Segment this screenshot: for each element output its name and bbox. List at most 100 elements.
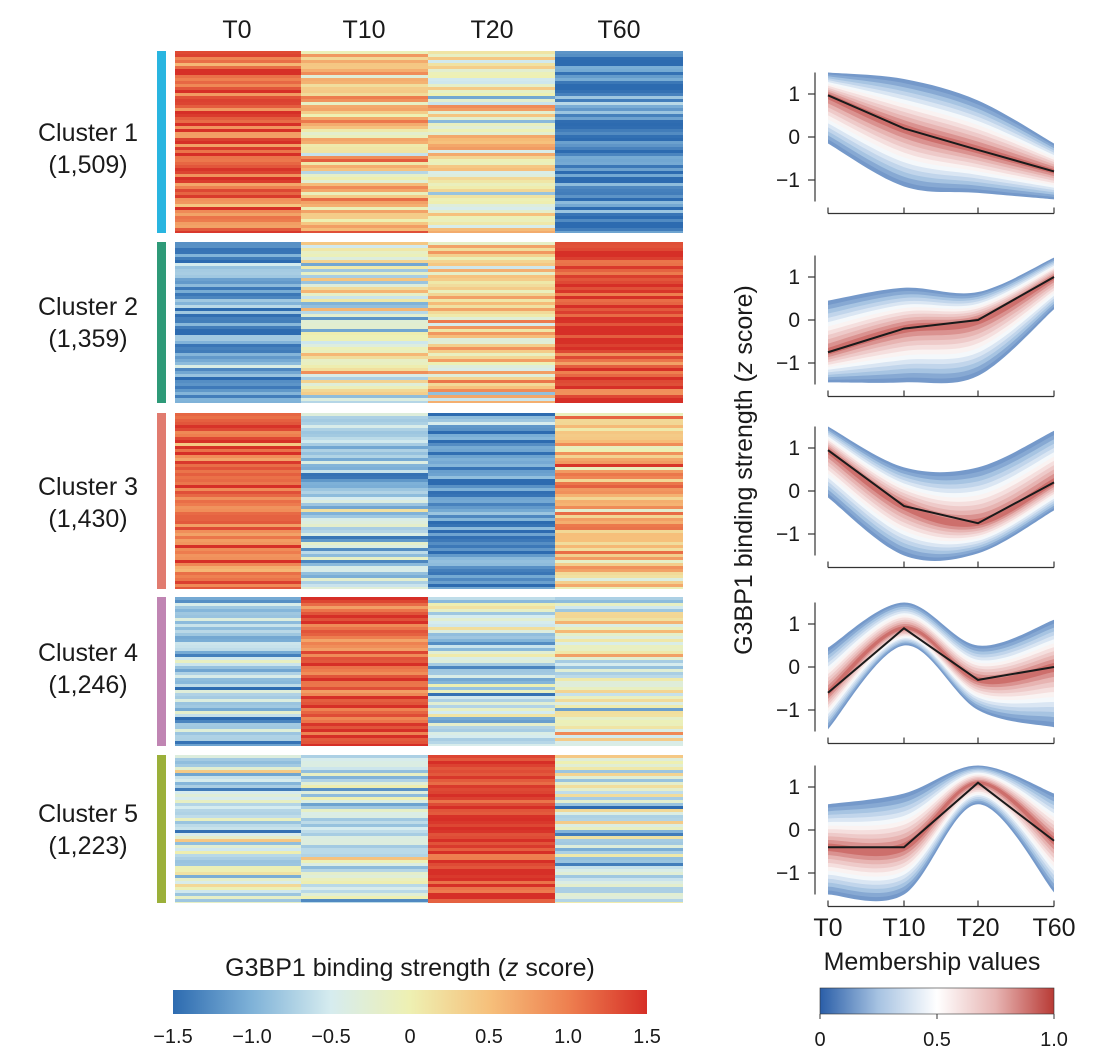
heatmap-stripe (301, 398, 428, 401)
heatmap-stripe (301, 560, 428, 563)
heatmap-stripe (555, 636, 683, 639)
heatmap-stripe (301, 284, 428, 287)
heatmap-stripe (175, 890, 301, 893)
heatmap-stripe (175, 678, 301, 681)
heatmap-stripe (175, 609, 301, 612)
heatmap-stripe (175, 428, 301, 431)
heatmap-stripe (175, 425, 301, 428)
heatmap-stripe (428, 806, 555, 809)
heatmap-stripe (175, 702, 301, 705)
heatmap-stripe (555, 69, 683, 72)
heatmap-stripe (428, 281, 555, 284)
heatmap-stripe (175, 51, 301, 54)
heatmap-stripe (428, 129, 555, 132)
heatmap-stripe (428, 785, 555, 788)
heatmap-stripe (175, 129, 301, 132)
heatmap-stripe (301, 54, 428, 57)
heatmap-stripe (301, 497, 428, 500)
heatmap-stripe (301, 717, 428, 720)
heatmap-stripe (428, 476, 555, 479)
heatmap-stripe (301, 797, 428, 800)
heatmap-stripe (555, 621, 683, 624)
heatmap-stripe (428, 383, 555, 386)
heatmap-stripe (301, 419, 428, 422)
heatmap-stripe (175, 461, 301, 464)
heatmap-stripe (555, 93, 683, 96)
heatmap-stripe (428, 773, 555, 776)
heatmap-stripe (428, 581, 555, 584)
line-x-tick-t20: T20 (956, 914, 999, 942)
heatmap-stripe (301, 521, 428, 524)
heatmap-stripe (555, 117, 683, 120)
heatmap-stripe (175, 687, 301, 690)
heatmap-stripe (175, 497, 301, 500)
heatmap-stripe (175, 416, 301, 419)
heatmap-stripe (428, 51, 555, 54)
heatmap-stripe (428, 872, 555, 875)
heatmap-stripe (175, 803, 301, 806)
membership-line-panels: 1 0 −1 1 0 −1 1 0 −1 1 0 −1 1 0 −1 (776, 72, 1055, 908)
heatmap-stripe (428, 401, 555, 403)
heatmap-stripe (555, 374, 683, 377)
heatmap-stripe (175, 902, 301, 903)
heatmap-stripe (175, 800, 301, 803)
heatmap-stripe (428, 132, 555, 135)
heatmap-stripe (555, 800, 683, 803)
heatmap-stripe (555, 207, 683, 210)
heatmap-stripe (301, 272, 428, 275)
heatmap-stripe (301, 690, 428, 693)
heatmap-stripe (428, 78, 555, 81)
heatmap-stripe (175, 266, 301, 269)
heatmap-stripe (175, 860, 301, 863)
heatmap-stripe (175, 684, 301, 687)
heatmap-stripe (175, 881, 301, 884)
heatmap-stripe (175, 213, 301, 216)
heatmap-stripe (301, 159, 428, 162)
heatmap-stripe (175, 758, 301, 761)
heatmap-stripe (428, 201, 555, 204)
heatmap-stripe (175, 729, 301, 732)
heatmap-stripe (428, 96, 555, 99)
heatmap-stripe (555, 509, 683, 512)
heatmap-cluster-3 (175, 413, 683, 589)
heatmap-stripe (428, 524, 555, 527)
heatmap-stripe (301, 533, 428, 536)
heatmap-stripe (301, 72, 428, 75)
zscore-colorbar-tick: 0.5 (475, 1026, 503, 1048)
heatmap-stripe (301, 386, 428, 389)
heatmap-cluster-5 (175, 755, 683, 903)
heatmap-stripe (428, 377, 555, 380)
zscore-colorbar-tick: −0.5 (311, 1026, 350, 1048)
heatmap-stripe (301, 723, 428, 726)
heatmap-stripe (175, 162, 301, 165)
heatmap-stripe (428, 797, 555, 800)
cluster-mean-line (827, 449, 1055, 525)
heatmap-stripe (428, 362, 555, 365)
heatmap-stripe (301, 615, 428, 618)
heatmap-stripe (555, 609, 683, 612)
heatmap-stripe (555, 687, 683, 690)
y-tick-label: 0 (788, 480, 800, 503)
heatmap-stripe (175, 458, 301, 461)
heatmap-stripe (175, 566, 301, 569)
heatmap-stripe (428, 684, 555, 687)
heatmap-stripe (301, 57, 428, 60)
heatmap-stripe (555, 764, 683, 767)
heatmap-stripe (175, 422, 301, 425)
heatmap-stripe (555, 87, 683, 90)
heatmap-stripe (555, 132, 683, 135)
heatmap-stripe (175, 621, 301, 624)
heatmap-stripe (301, 800, 428, 803)
heatmap-stripe (555, 129, 683, 132)
heatmap-stripe (175, 624, 301, 627)
heatmap-stripe (175, 380, 301, 383)
heatmap-stripe (555, 210, 683, 213)
heatmap-stripe (175, 696, 301, 699)
heatmap-stripe (555, 672, 683, 675)
heatmap-stripe (175, 738, 301, 741)
heatmap-stripe (175, 809, 301, 812)
heatmap-stripe (301, 809, 428, 812)
heatmap-stripe (428, 263, 555, 266)
heatmap-stripe (428, 150, 555, 153)
heatmap-stripe (301, 675, 428, 678)
